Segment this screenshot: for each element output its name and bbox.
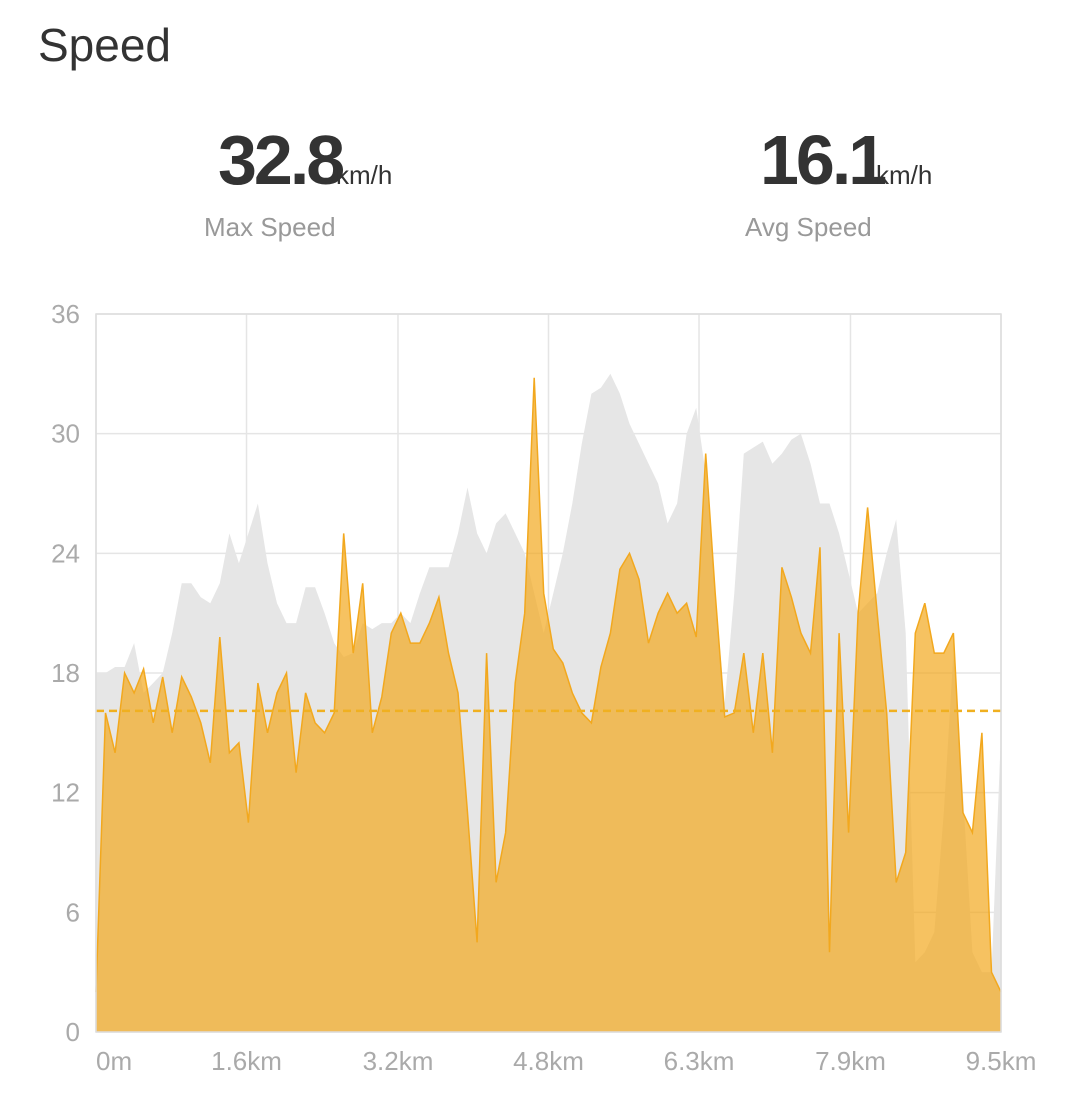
stat-unit: km/h	[876, 160, 932, 190]
y-tick-label: 24	[51, 538, 80, 568]
y-tick-label: 30	[51, 419, 80, 449]
x-tick-label: 4.8km	[513, 1046, 584, 1076]
stat-unit: km/h	[336, 160, 392, 190]
x-tick-label: 9.5km	[966, 1046, 1037, 1076]
stat-label: Avg Speed	[745, 212, 872, 242]
area-fill	[96, 377, 1001, 1032]
plot-border	[95, 313, 1002, 1033]
x-tick-label: 1.6km	[211, 1046, 282, 1076]
stat-label: Max Speed	[204, 212, 336, 242]
stat-value: 16.1	[760, 121, 885, 199]
area-line	[95, 377, 1002, 993]
title: Speed	[38, 19, 171, 71]
stat-value: 32.8	[218, 121, 343, 199]
y-tick-label: 36	[51, 299, 80, 329]
y-tick-label: 12	[51, 778, 80, 808]
x-tick-label: 7.9km	[815, 1046, 886, 1076]
y-tick-label: 6	[66, 897, 80, 927]
y-tick-label: 0	[66, 1017, 80, 1047]
x-tick-label: 6.3km	[664, 1046, 735, 1076]
x-tick-label: 3.2km	[363, 1046, 434, 1076]
x-tick-label: 0m	[96, 1046, 132, 1076]
y-tick-label: 18	[51, 658, 80, 688]
